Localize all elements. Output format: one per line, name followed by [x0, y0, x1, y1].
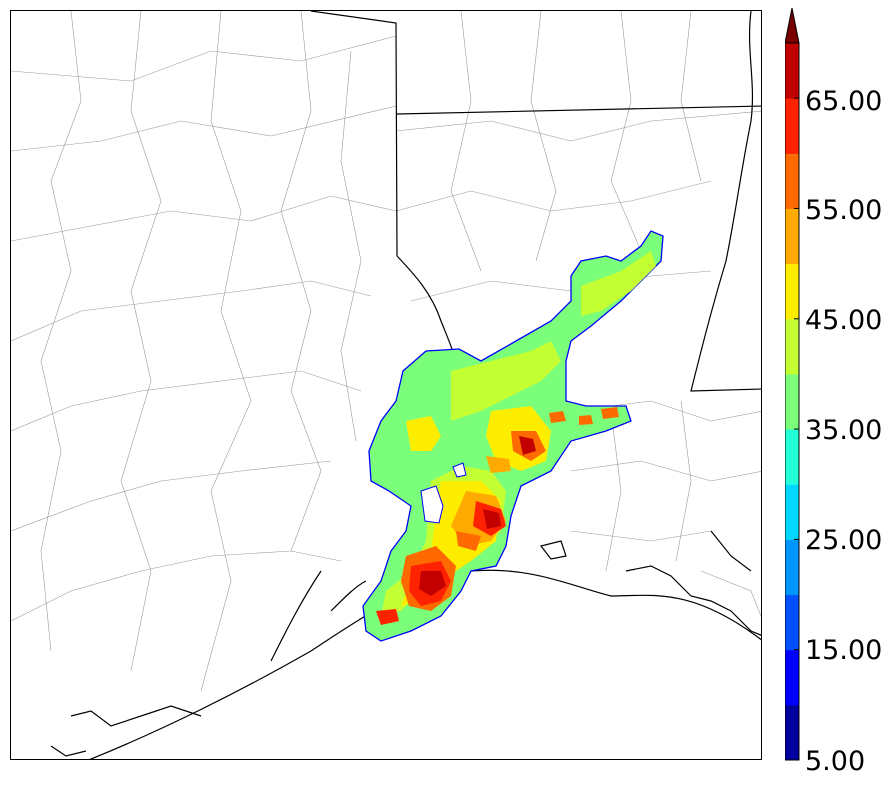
colorbar-segment — [785, 429, 799, 485]
colorbar-tick-label: 55.00 — [805, 195, 883, 226]
colorbar-segment — [785, 594, 799, 651]
colorbar-tick-label: 15.00 — [805, 635, 883, 666]
colorbar-tick-label: 65.00 — [805, 86, 883, 117]
colorbar-border — [785, 42, 800, 761]
colorbar-segment — [785, 649, 799, 706]
colorbar-tick-label: 25.00 — [805, 525, 883, 556]
colorbar-segment — [785, 98, 799, 154]
colorbar-extend-arrow — [785, 8, 800, 44]
colorbar-segment — [785, 539, 799, 596]
colorbar-segment — [785, 704, 799, 761]
colorbar-tick-label: 35.00 — [805, 415, 883, 446]
colorbar-segment — [785, 373, 799, 430]
map-svg — [11, 11, 761, 759]
colorbar — [785, 8, 800, 761]
county-boundaries — [11, 11, 761, 692]
colorbar-segment — [785, 263, 799, 320]
colorbar-segment — [785, 318, 799, 375]
colorbar-tick-label: 5.00 — [805, 746, 866, 777]
colorbar-segment — [785, 484, 799, 540]
map-panel — [10, 10, 762, 760]
colorbar-tick-label: 45.00 — [805, 305, 883, 336]
reflectivity-field — [362, 230, 664, 642]
colorbar-segment — [785, 208, 799, 265]
colorbar-segment — [785, 153, 799, 209]
colorbar-segment — [785, 43, 799, 99]
